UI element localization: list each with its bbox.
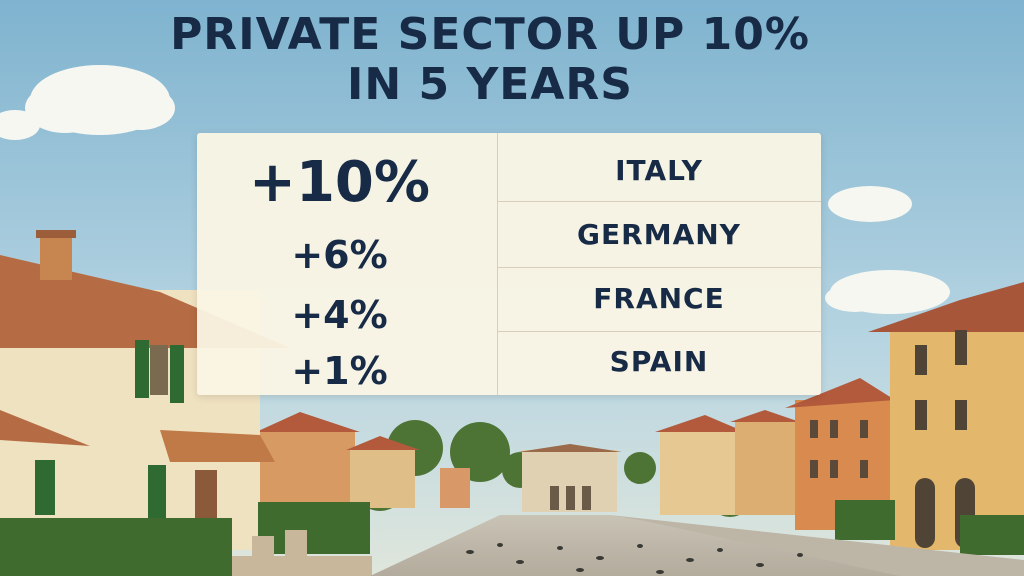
hedges [0,500,1024,576]
row-divider [497,331,821,332]
row-divider [497,201,821,202]
mid-buildings-left [256,412,470,508]
sidewalk-right [610,515,1024,576]
right-building [868,282,1024,550]
country-spain: SPAIN [609,345,709,378]
headline: PRIVATE SECTOR UP 10% IN 5 YEARS [0,10,980,110]
growth-table: +10% +6% +4% +1% ITALY GERMANY FRANCE SP… [197,133,821,395]
country-germany: GERMANY [577,218,741,251]
percent-italy: +10% [249,150,430,215]
central-villa [518,444,622,512]
percent-spain: +1% [291,349,388,393]
country-france: FRANCE [593,282,725,315]
garden-wall [232,530,372,576]
pigeons [466,543,803,574]
headline-line-2: IN 5 YEARS [347,59,633,110]
percent-germany: +6% [291,233,388,277]
column-divider [497,133,498,395]
percent-france: +4% [291,293,388,337]
headline-line-1: PRIVATE SECTOR UP 10% [170,9,810,60]
row-divider [497,267,821,268]
clouds [0,65,950,314]
country-italy: ITALY [615,154,703,187]
